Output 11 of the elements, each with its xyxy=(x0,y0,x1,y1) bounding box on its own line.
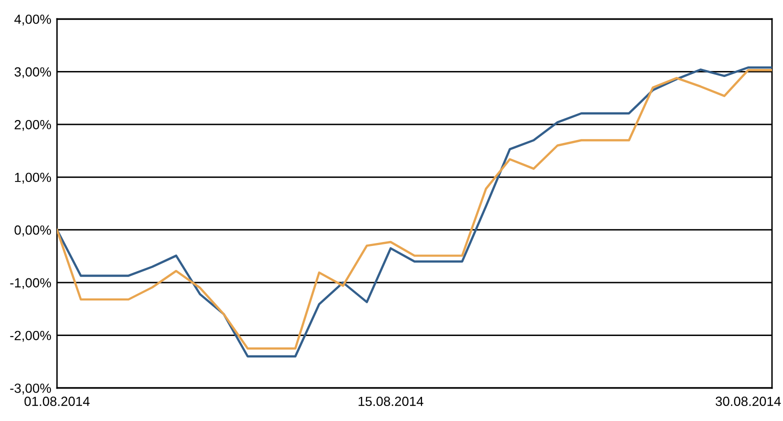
x-tick-label: 30.08.2014 xyxy=(716,396,781,406)
y-tick-label: 1,00% xyxy=(15,172,51,184)
y-tick-label: 2,00% xyxy=(14,120,51,131)
y-tick-label: -2,00% xyxy=(10,330,51,342)
y-tick-label: -1,00% xyxy=(10,278,51,290)
y-tick-label: 4,00% xyxy=(14,14,51,26)
y-tick-label: -3,00% xyxy=(10,384,51,394)
x-tick-label: 01.08.2014 xyxy=(24,396,90,406)
y-tick-label: 0,00% xyxy=(14,225,51,236)
x-tick-label: 15.08.2014 xyxy=(358,396,424,406)
y-tick-label: 3,00% xyxy=(14,67,51,78)
